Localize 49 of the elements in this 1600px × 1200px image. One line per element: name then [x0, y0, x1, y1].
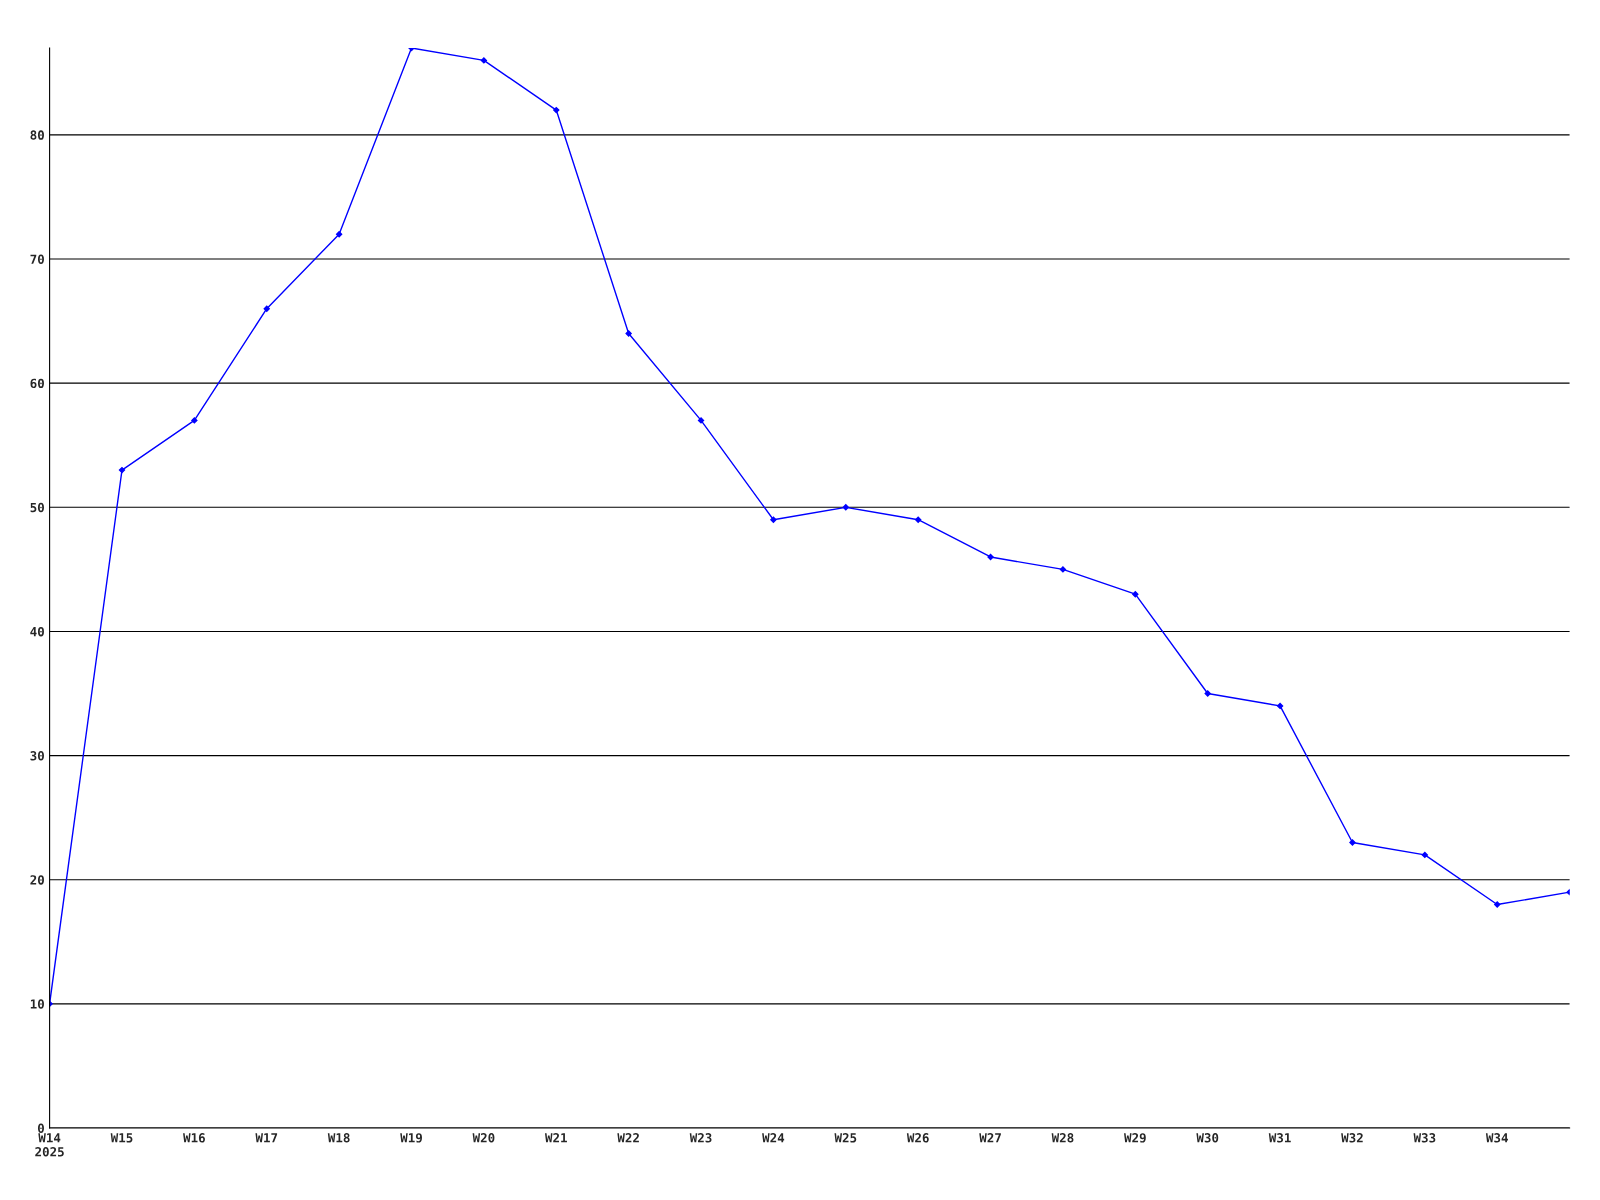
point	[987, 553, 994, 561]
y-tick-label: 30	[30, 751, 44, 761]
x-tick-label: W15	[110, 1133, 133, 1143]
x-tick-label: W24	[762, 1133, 785, 1143]
y-tick-label: 20	[30, 875, 44, 885]
x-tick-label: W21	[544, 1133, 567, 1143]
point	[625, 330, 632, 337]
point	[1059, 566, 1067, 573]
x-tick-label: W30	[1196, 1133, 1219, 1143]
x-tick-label: W23	[689, 1133, 712, 1143]
point	[770, 516, 777, 523]
x-tick-label: W27	[979, 1133, 1001, 1143]
point	[1349, 839, 1356, 846]
x-tick-label: W17	[255, 1133, 278, 1143]
x-tick-label: W29	[1124, 1133, 1146, 1143]
x-tick-label: W31	[1268, 1133, 1291, 1143]
x-tick-label: W22	[617, 1133, 639, 1143]
x-tick-label: W19	[400, 1133, 422, 1143]
y-tick-label: 60	[30, 378, 44, 389]
point	[553, 106, 560, 114]
y-tick-label: 40	[30, 626, 44, 637]
x-tick-label: W18	[327, 1133, 350, 1143]
point	[1204, 690, 1211, 697]
y-tick-label: 70	[30, 254, 44, 264]
point	[1494, 901, 1501, 908]
point	[263, 305, 270, 312]
point	[1276, 702, 1284, 710]
point	[1132, 591, 1139, 598]
y-tick-label: 0	[37, 1123, 44, 1133]
x-tick-label: W28	[1051, 1133, 1074, 1143]
x-tick-label: W25	[834, 1133, 857, 1143]
point	[842, 504, 849, 511]
y-tick-label: 10	[30, 999, 44, 1009]
x-tick-label: W26	[906, 1133, 929, 1143]
point	[697, 417, 705, 424]
point	[335, 231, 343, 238]
point	[1421, 851, 1428, 859]
x-tick-label: W16	[183, 1133, 205, 1143]
point	[915, 516, 922, 523]
x-tick-label: W33	[1413, 1133, 1436, 1143]
x-tick-label: W34	[1485, 1133, 1508, 1143]
y-tick-label: 50	[30, 502, 44, 513]
point	[118, 466, 126, 474]
y-tick-label: 80	[30, 130, 44, 140]
point	[480, 57, 488, 64]
point	[191, 417, 198, 424]
x-tick-label: W32	[1341, 1133, 1363, 1143]
x-tick-label: W14 2025	[35, 1133, 64, 1157]
x-tick-label: W20	[472, 1133, 495, 1143]
